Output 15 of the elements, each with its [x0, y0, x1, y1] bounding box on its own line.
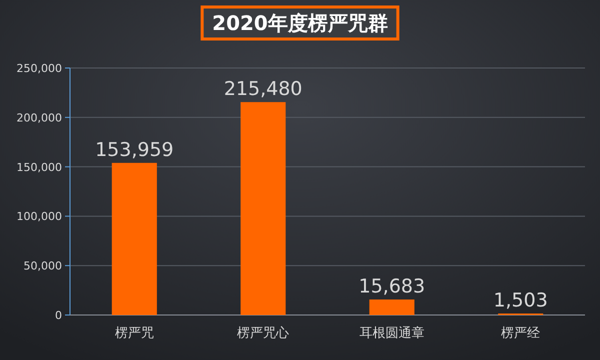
data-label: 215,480	[224, 78, 302, 100]
x-tick-label: 耳根圆通章	[359, 326, 424, 341]
y-tick-label: 50,000	[24, 260, 62, 273]
y-tick-label: 200,000	[16, 111, 62, 124]
data-label: 15,683	[358, 276, 426, 298]
y-tick-label: 100,000	[16, 210, 62, 224]
y-tick-label: 250,000	[16, 62, 62, 75]
x-tick-label: 楞严咒心	[237, 325, 290, 341]
y-tick-label: 0	[55, 309, 62, 322]
x-tick-label: 楞严经	[501, 326, 540, 341]
data-label: 153,959	[95, 138, 174, 161]
x-tick-label: 楞严咒	[114, 326, 154, 341]
y-tick-label: 150,000	[16, 160, 62, 174]
data-label: 1,503	[493, 290, 548, 312]
chart-title: 2020年度楞严咒群	[212, 11, 388, 35]
